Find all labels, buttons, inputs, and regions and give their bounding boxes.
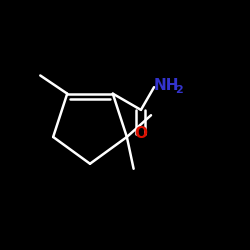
Text: NH: NH (154, 78, 180, 94)
Text: 2: 2 (175, 86, 183, 96)
Text: O: O (134, 126, 147, 141)
